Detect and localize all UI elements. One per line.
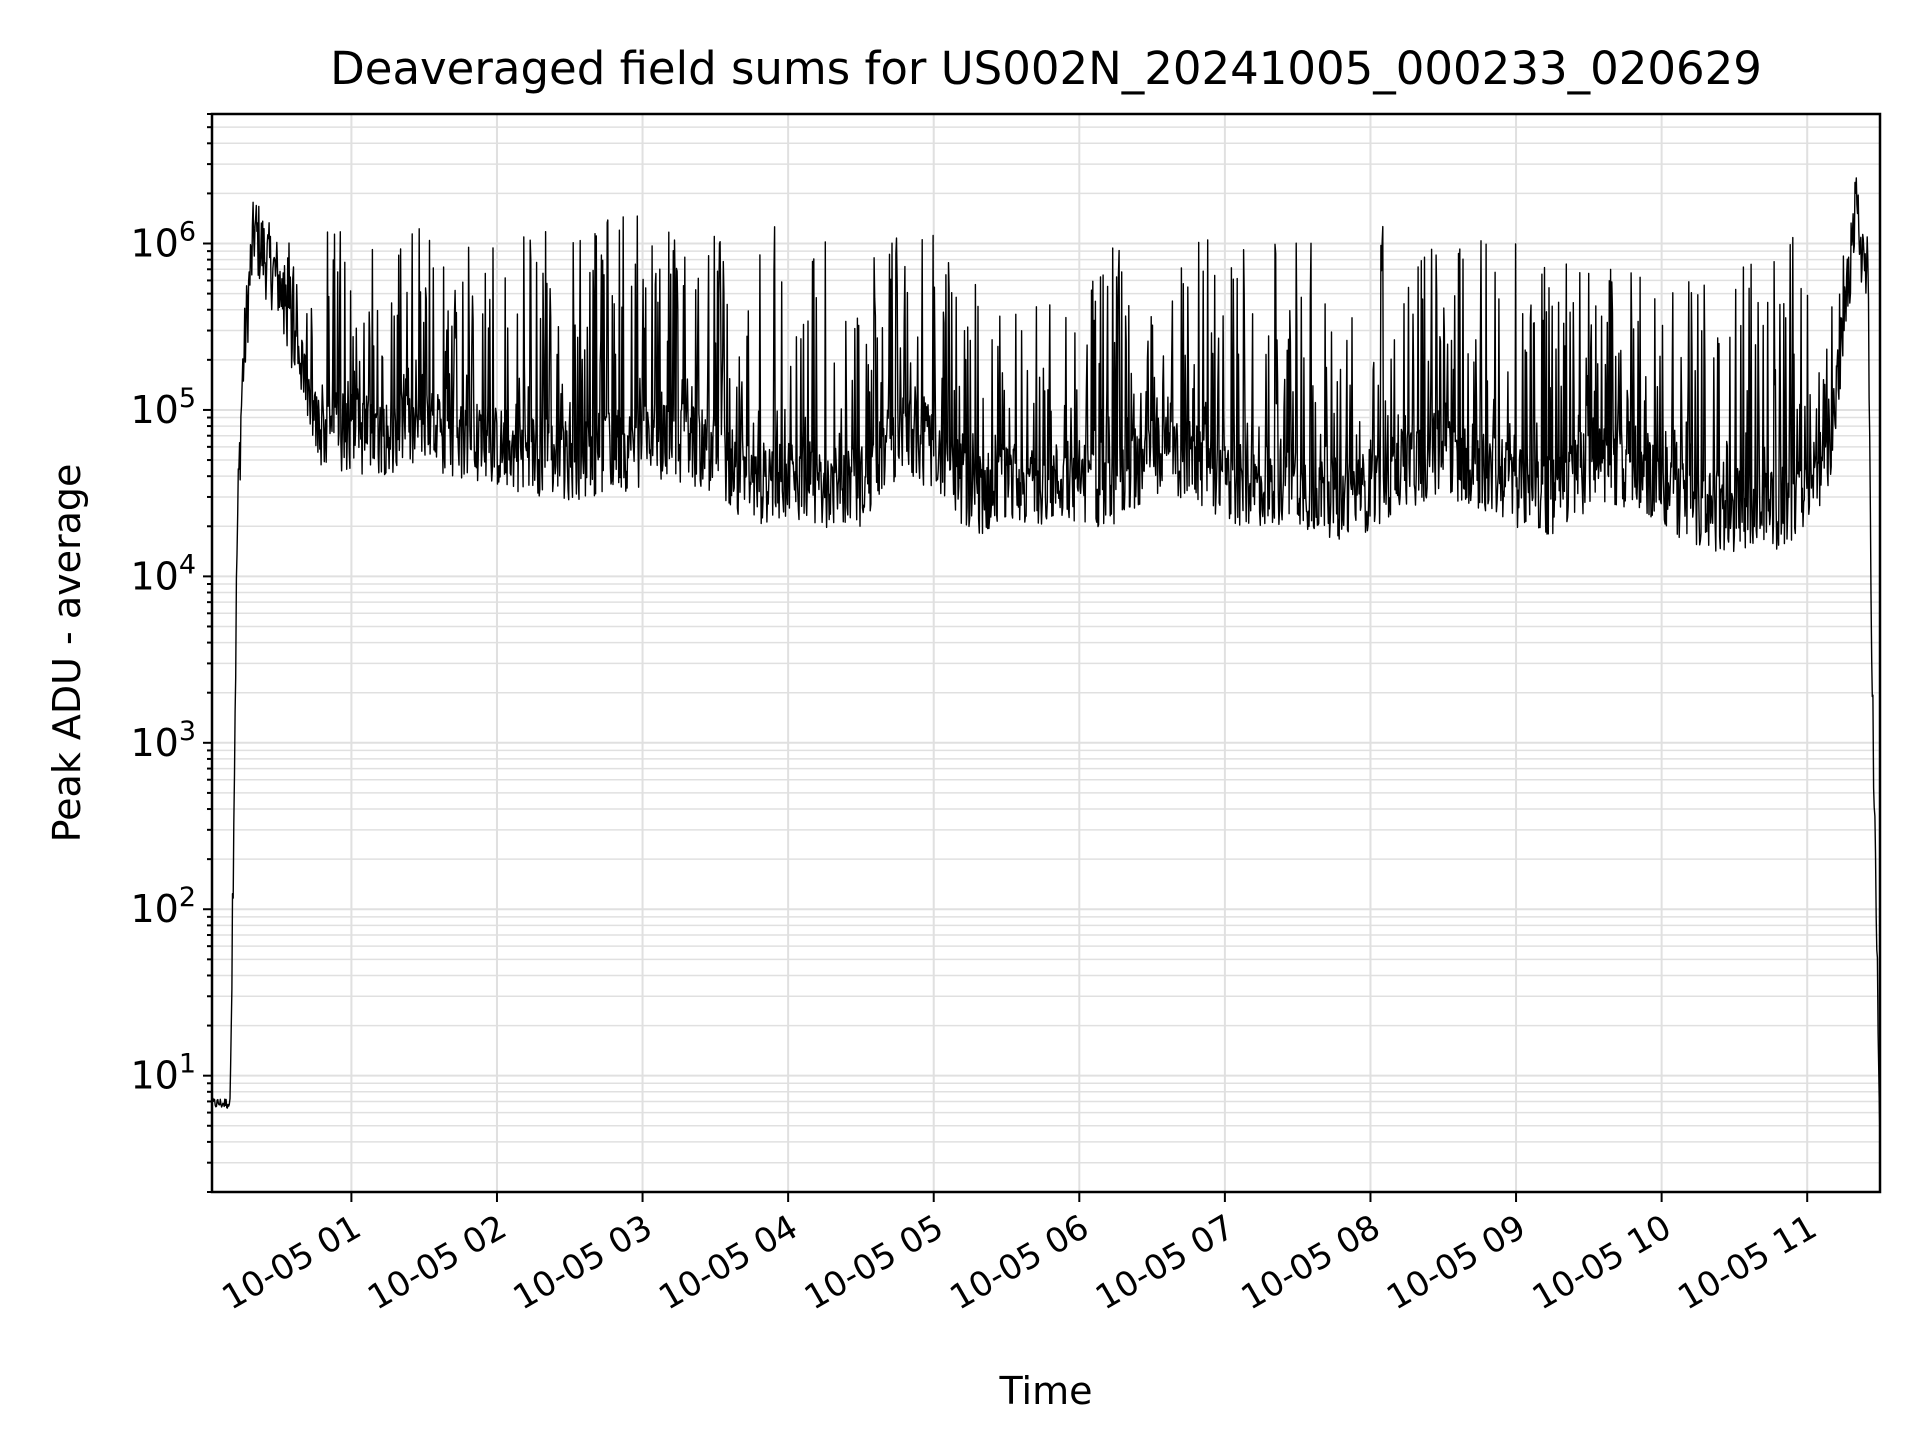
y-axis-label: Peak ADU - average (45, 464, 89, 843)
chart-title: Deaveraged field sums for US002N_2024100… (330, 42, 1762, 95)
y-axis-ticks: 101 102 103 104 105 106 (130, 113, 212, 1193)
data-series (211, 177, 1881, 1140)
y-tick-label: 102 (130, 882, 196, 931)
y-tick-label: 105 (130, 383, 196, 432)
series-line (211, 177, 1881, 1140)
plot-frame (210, 112, 1882, 1194)
y-tick-label: 106 (130, 217, 196, 266)
y-tick-label: 104 (130, 549, 196, 598)
y-tick-label: 103 (130, 716, 196, 765)
y-tick-label: 101 (130, 1049, 196, 1098)
x-axis-label: Time (999, 1369, 1093, 1413)
